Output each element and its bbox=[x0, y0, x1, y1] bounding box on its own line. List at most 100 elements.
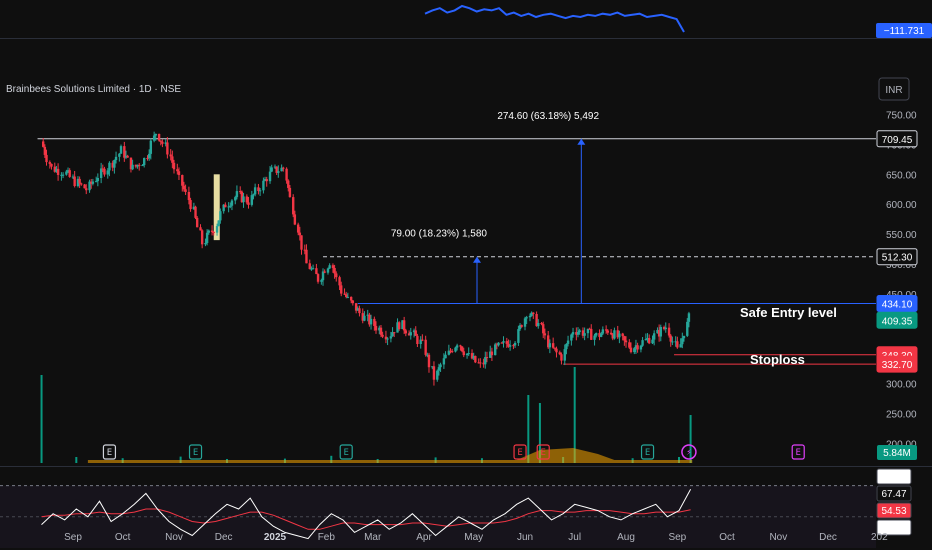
candle-body bbox=[152, 135, 156, 141]
measure-arrow-1-head bbox=[577, 138, 586, 145]
candle-body bbox=[459, 345, 462, 347]
candle-body bbox=[189, 200, 192, 210]
candle-body bbox=[508, 345, 512, 347]
price-label-box bbox=[876, 130, 918, 148]
price-axis[interactable]: 200.00250.00300.00350.00400.00450.00500.… bbox=[886, 111, 917, 451]
x-tick-label: Nov bbox=[165, 532, 183, 543]
candle-body bbox=[361, 313, 364, 321]
candle-body bbox=[338, 277, 341, 286]
event-marker-label: E bbox=[645, 448, 650, 458]
x-tick-label: Oct bbox=[115, 532, 131, 543]
candle-body bbox=[118, 153, 121, 157]
candle-body bbox=[356, 308, 359, 311]
earnings-event-icon bbox=[188, 444, 203, 460]
candle-body bbox=[484, 357, 487, 365]
candle-body bbox=[436, 370, 439, 380]
candles bbox=[41, 131, 691, 386]
stoploss-annotation[interactable]: Stoploss bbox=[750, 352, 805, 367]
candle-body bbox=[646, 338, 649, 340]
candle-body bbox=[41, 141, 45, 147]
candle-body bbox=[613, 330, 616, 339]
candle-body bbox=[349, 296, 353, 301]
candle-body bbox=[78, 178, 81, 184]
candle-body bbox=[227, 206, 230, 208]
candle-body bbox=[123, 146, 126, 158]
candle-body bbox=[512, 345, 515, 347]
price-label-box bbox=[876, 311, 918, 329]
candle-body bbox=[181, 175, 184, 186]
price-label-text: 709.45 bbox=[882, 135, 913, 146]
candle-body bbox=[542, 324, 545, 334]
x-tick-label: Mar bbox=[364, 532, 382, 543]
currency-button[interactable]: INR bbox=[878, 77, 910, 101]
volume-bar bbox=[75, 457, 78, 463]
candle-body bbox=[50, 163, 53, 167]
horizontal-lines[interactable] bbox=[37, 138, 876, 365]
candle-body bbox=[636, 345, 639, 350]
x-tick-label: Dec bbox=[819, 532, 837, 543]
candle-body bbox=[292, 197, 295, 215]
candle-body bbox=[664, 327, 667, 330]
candle-body bbox=[633, 348, 636, 353]
candle-body bbox=[66, 170, 70, 172]
candle-body bbox=[662, 326, 666, 330]
candle-body bbox=[604, 329, 608, 331]
candle-body bbox=[494, 344, 497, 356]
candle-body bbox=[134, 164, 138, 167]
y-tick-label: 650.00 bbox=[886, 170, 917, 181]
candle-body bbox=[212, 232, 215, 234]
candle-body bbox=[187, 191, 191, 201]
candle-body bbox=[166, 142, 169, 155]
symbol-title[interactable]: Brainbees Solutions Limited · 1D · NSE bbox=[6, 84, 181, 95]
candle-body bbox=[344, 294, 348, 297]
event-marker-label: E bbox=[107, 448, 112, 458]
candle-body bbox=[450, 351, 454, 353]
candle-body bbox=[586, 328, 590, 334]
top-indicator-pane: −111.731 bbox=[0, 4, 932, 39]
candle-body bbox=[474, 355, 477, 363]
price-range-measures[interactable]: 274.60 (63.18%) 5,492 79.00 (18.23%) 1,5… bbox=[391, 111, 600, 304]
candle-body bbox=[56, 168, 60, 175]
candle-body bbox=[351, 300, 355, 304]
candle-body bbox=[373, 318, 376, 326]
candle-body bbox=[164, 142, 167, 144]
candle-body bbox=[265, 179, 268, 182]
candle-body bbox=[679, 344, 682, 348]
candle-body bbox=[575, 332, 578, 335]
candle-body bbox=[513, 342, 517, 346]
candle-body bbox=[652, 333, 656, 340]
candle-body bbox=[270, 167, 273, 172]
candle-body bbox=[328, 265, 331, 269]
candle-body bbox=[171, 156, 174, 163]
candle-body bbox=[647, 338, 651, 344]
x-tick-label: Sep bbox=[668, 532, 686, 543]
time-axis[interactable]: Sep Oct Nov Dec 2025 Feb Mar Apr May Jun Jul Aug Sep… bbox=[64, 532, 888, 543]
candle-body bbox=[65, 171, 68, 175]
candle-body bbox=[641, 340, 644, 346]
candle-body bbox=[421, 339, 424, 341]
candle-body bbox=[489, 351, 492, 358]
candle-body bbox=[379, 327, 383, 335]
rsi-value-box bbox=[876, 519, 912, 536]
candle-body bbox=[384, 336, 388, 340]
candle-body bbox=[432, 366, 436, 380]
volume-bar bbox=[538, 403, 541, 463]
candle-body bbox=[303, 249, 307, 251]
candle-body bbox=[517, 329, 520, 343]
event-markers[interactable]: E E E E E E ⚡ E bbox=[102, 444, 805, 460]
candle-body bbox=[252, 194, 255, 196]
highlight-rectangle[interactable] bbox=[213, 174, 220, 241]
candle-body bbox=[369, 318, 373, 325]
x-tick-label: Oct bbox=[719, 532, 735, 543]
y-tick-label: 550.00 bbox=[886, 230, 917, 241]
candle-body bbox=[462, 351, 465, 356]
safe-entry-annotation[interactable]: Safe Entry level bbox=[740, 305, 837, 320]
candle-body bbox=[275, 166, 278, 173]
rsi-pane[interactable]: 67.61 67.47 54.53 38.72 bbox=[0, 468, 912, 548]
candle-body bbox=[161, 141, 164, 144]
candle-body bbox=[247, 202, 250, 205]
candle-body bbox=[106, 170, 109, 175]
candle-body bbox=[682, 335, 686, 339]
